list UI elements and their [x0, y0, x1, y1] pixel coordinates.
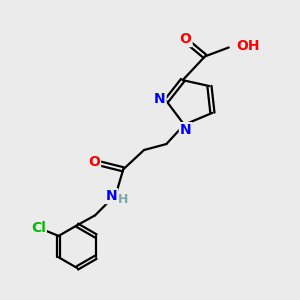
Text: H: H [118, 194, 128, 206]
Text: OH: OH [236, 39, 260, 53]
Text: N: N [154, 92, 166, 106]
Text: O: O [180, 32, 192, 46]
Text: N: N [180, 123, 191, 137]
Text: Cl: Cl [31, 220, 46, 235]
Text: O: O [88, 155, 100, 169]
Text: N: N [106, 189, 117, 203]
